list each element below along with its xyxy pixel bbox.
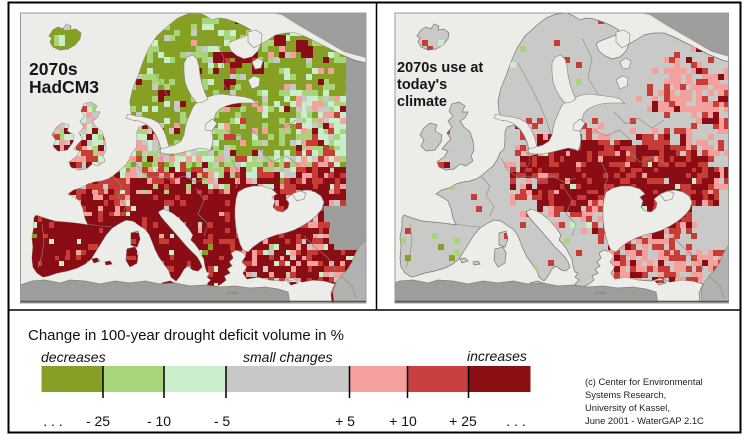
- svg-text:- 25: - 25: [86, 413, 110, 429]
- svg-text:. . .: . . .: [43, 413, 62, 429]
- svg-text:HadCM3: HadCM3: [29, 77, 99, 97]
- svg-text:- 10: - 10: [147, 413, 171, 429]
- svg-text:+ 5: + 5: [335, 413, 355, 429]
- svg-text:increases: increases: [467, 348, 527, 364]
- svg-text:. . .: . . .: [506, 413, 525, 429]
- svg-text:climate: climate: [397, 94, 447, 110]
- svg-text:Change in 100-year drought def: Change in 100-year drought deficit volum…: [28, 327, 344, 344]
- svg-text:2070s: 2070s: [29, 59, 78, 79]
- svg-text:June 2001 - WaterGAP 2.1C: June 2001 - WaterGAP 2.1C: [585, 415, 704, 426]
- svg-text:- 5: - 5: [214, 413, 231, 429]
- svg-text:+ 25: + 25: [449, 413, 477, 429]
- svg-text:(c) Center for Environmental: (c) Center for Environmental: [585, 376, 703, 387]
- svg-text:Projekt: Projekt: [596, 291, 606, 295]
- svg-text:decreases: decreases: [41, 349, 106, 365]
- svg-text:small changes: small changes: [243, 349, 333, 365]
- svg-text:today's: today's: [397, 77, 447, 93]
- svg-text:University of Kassel,: University of Kassel,: [585, 402, 670, 413]
- svg-text:Projekt: Projekt: [228, 291, 238, 295]
- svg-text:Systems Research,: Systems Research,: [585, 389, 666, 400]
- svg-text:+ 10: + 10: [389, 413, 417, 429]
- svg-text:2070s use at: 2070s use at: [397, 60, 483, 76]
